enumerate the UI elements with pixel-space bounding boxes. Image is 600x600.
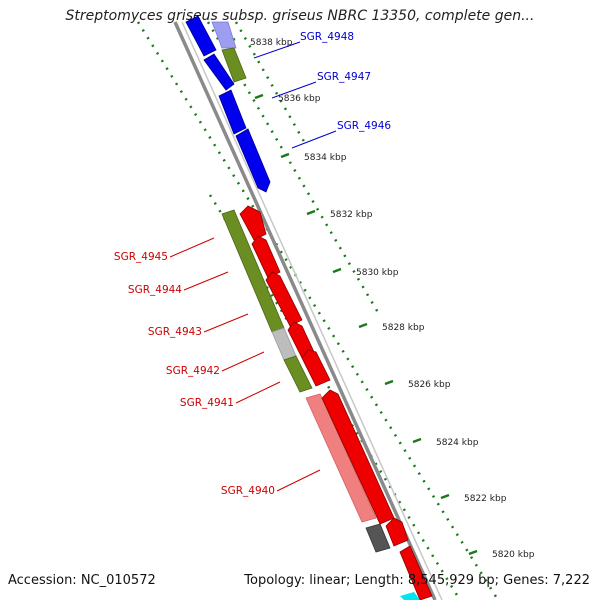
cds-arrow[interactable] [203, 53, 235, 91]
ruler-outer [136, 21, 500, 600]
tick-label: 5828 kbp [382, 323, 425, 333]
gene-box[interactable] [400, 592, 420, 600]
tick-label: 5822 kbp [464, 494, 507, 504]
gene-label[interactable]: SGR_4943 [148, 326, 202, 338]
gene-box[interactable] [211, 21, 237, 49]
label-leader-line [276, 469, 321, 492]
gene-labels: SGR_4948 SGR_4947 SGR_4946 SGR_4945 SGR_4944… [114, 31, 391, 497]
tick-mark [358, 322, 368, 329]
tick-label: 5830 kbp [356, 268, 399, 278]
label-leader-line [235, 381, 281, 404]
gene-label[interactable]: SGR_4945 [114, 251, 168, 263]
cds-arrow[interactable] [399, 545, 433, 600]
tick-mark [254, 93, 264, 100]
forward-cds-track [185, 15, 271, 193]
topology-label: Topology: linear; Length: 8,545,929 bp; … [244, 573, 590, 588]
cds-arrow[interactable] [321, 389, 395, 525]
tick-mark [440, 493, 450, 500]
cds-arrow[interactable] [239, 205, 267, 241]
cds-arrow[interactable] [218, 89, 247, 135]
label-leader-line [271, 81, 317, 99]
label-leader-line [203, 313, 249, 333]
label-leader-line [253, 41, 301, 59]
gene-box[interactable] [365, 523, 391, 553]
label-leader-line [221, 351, 265, 372]
tick-mark [384, 379, 394, 386]
gene-label[interactable]: SGR_4947 [317, 71, 371, 83]
tick-mark [468, 549, 478, 556]
accession-label: Accession: NC_010572 [8, 573, 156, 588]
gene-box[interactable] [221, 47, 247, 83]
gene-label[interactable]: SGR_4946 [337, 120, 391, 132]
cds-arrow[interactable] [235, 128, 271, 193]
cds-arrow[interactable] [385, 517, 409, 547]
cds-arrow[interactable] [185, 15, 217, 57]
tick-mark [280, 152, 290, 159]
tick-label: 5834 kbp [304, 153, 347, 163]
gene-box[interactable] [283, 355, 313, 393]
cds-arrow[interactable] [251, 235, 281, 279]
tick-label: 5824 kbp [436, 438, 479, 448]
tick-mark [412, 437, 422, 444]
backbone [173, 21, 443, 600]
cds-arrow[interactable] [301, 349, 331, 387]
label-leader-line [183, 271, 229, 291]
gene-label[interactable]: SGR_4948 [300, 31, 354, 43]
gene-box-track [221, 47, 391, 553]
gene-label[interactable]: SGR_4940 [221, 485, 275, 497]
tick-label: 5826 kbp [408, 380, 451, 390]
label-leader-line [291, 130, 337, 149]
gene-label[interactable]: SGR_4942 [166, 365, 220, 377]
gene-label[interactable]: SGR_4944 [128, 284, 182, 296]
cds-arrow[interactable] [265, 271, 303, 327]
tick-mark [306, 209, 316, 216]
tick-label: 5838 kbp [250, 38, 293, 48]
label-leader-line [169, 237, 215, 258]
gene-label[interactable]: SGR_4941 [180, 397, 234, 409]
map-title: Streptomyces griseus subsp. griseus NBRC… [65, 8, 535, 24]
cds-arrow[interactable] [287, 321, 315, 359]
tick-label: 5832 kbp [330, 210, 373, 220]
reverse-cds-track [239, 205, 433, 600]
ruler-inner [208, 21, 462, 600]
ruler-ticks: 5838 kbp 5836 kbp 5834 kbp 5832 kbp 5830 kbp… [226, 37, 535, 560]
gene-box[interactable] [305, 393, 377, 523]
tick-mark [332, 267, 342, 274]
tick-label: 5836 kbp [278, 94, 321, 104]
tick-label: 5820 kbp [492, 550, 535, 560]
